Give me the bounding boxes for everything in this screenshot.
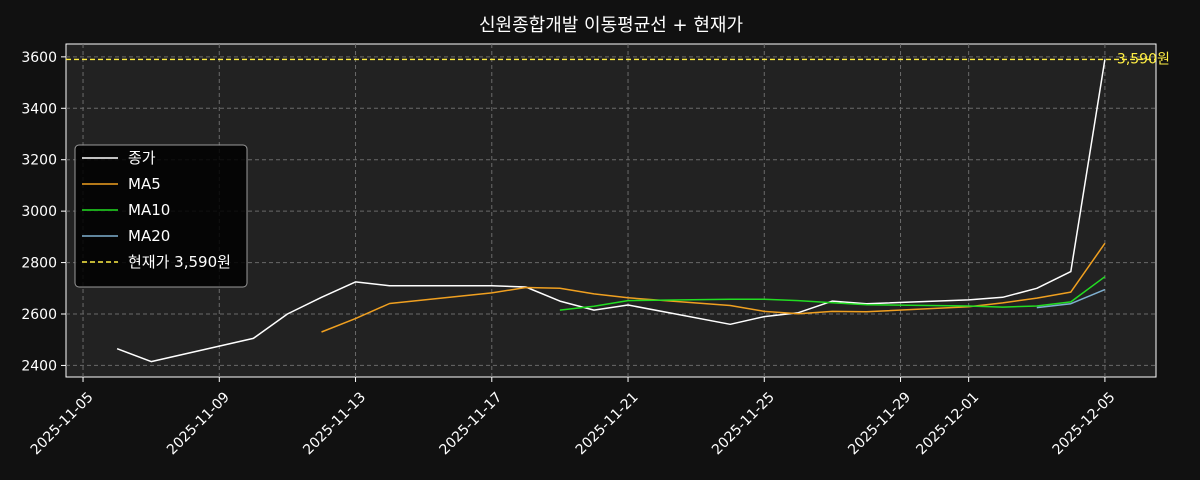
legend-label: MA10: [128, 201, 170, 219]
current-price-annotation: 3,590원: [1117, 51, 1170, 67]
x-tick-label: 2025-11-21: [573, 389, 642, 458]
y-tick-label: 3600: [21, 50, 57, 66]
legend-label: MA20: [128, 227, 170, 245]
x-tick-label: 2025-12-01: [913, 389, 982, 458]
series-line-ma5: [321, 242, 1106, 333]
y-axis: 2400 2600 2800 3000 3200 3400 3600: [21, 50, 66, 374]
series-lines: [66, 58, 1156, 363]
y-tick-label: 3400: [21, 101, 57, 117]
legend-label: MA5: [128, 175, 161, 193]
chart-title: 신원종합개발 이동평균선 + 현재가: [479, 15, 743, 36]
y-tick-label: 3000: [21, 204, 57, 220]
series-line-ma20: [1036, 288, 1106, 309]
x-tick-label: 2025-11-29: [845, 389, 914, 458]
y-tick-label: 2600: [21, 307, 57, 323]
y-tick-label: 2800: [21, 256, 57, 272]
x-tick-label: 2025-12-05: [1050, 389, 1119, 458]
x-tick-label: 2025-11-13: [300, 389, 369, 458]
x-tick-label: 2025-11-09: [164, 389, 233, 458]
plot-area: [65, 43, 1157, 378]
series-line-종가: [116, 59, 1106, 363]
x-axis: 2025-11-05 2025-11-09 2025-11-13 2025-11-17…: [28, 377, 1119, 458]
x-tick-label: 2025-11-17: [437, 389, 506, 458]
legend-label: 현재가 3,590원: [128, 253, 231, 271]
legend: 종가 MA5 MA10 MA20 현재가 3,590원: [74, 144, 248, 288]
x-tick-label: 2025-11-05: [28, 389, 97, 458]
legend-box: [74, 144, 248, 288]
y-tick-label: 3200: [21, 153, 57, 169]
annotations: 3,590원: [1117, 51, 1170, 67]
x-tick-label: 2025-11-25: [709, 389, 778, 458]
y-tick-label: 2400: [21, 358, 57, 374]
series-line-ma10: [559, 276, 1106, 311]
legend-label: 종가: [128, 149, 156, 167]
